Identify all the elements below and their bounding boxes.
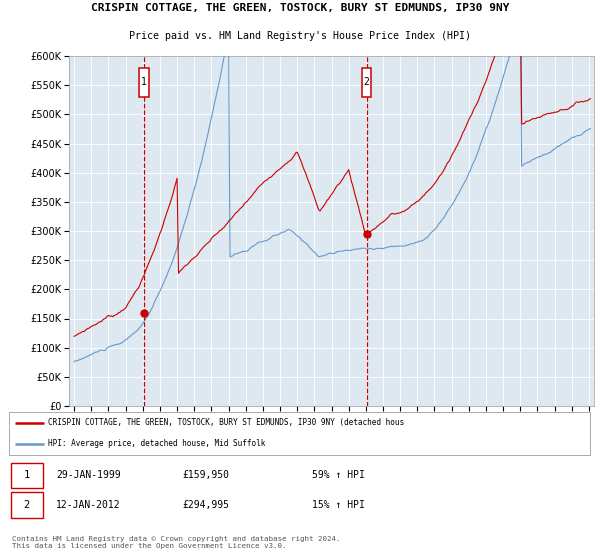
- Text: 2: 2: [364, 77, 370, 87]
- Text: 29-JAN-1999: 29-JAN-1999: [56, 470, 121, 480]
- FancyBboxPatch shape: [362, 68, 371, 97]
- Text: 59% ↑ HPI: 59% ↑ HPI: [312, 470, 365, 480]
- Text: 1: 1: [24, 470, 30, 480]
- Text: Contains HM Land Registry data © Crown copyright and database right 2024.
This d: Contains HM Land Registry data © Crown c…: [12, 535, 340, 549]
- Text: Price paid vs. HM Land Registry's House Price Index (HPI): Price paid vs. HM Land Registry's House …: [129, 31, 471, 41]
- Text: HPI: Average price, detached house, Mid Suffolk: HPI: Average price, detached house, Mid …: [49, 439, 266, 448]
- Text: £294,995: £294,995: [182, 500, 229, 510]
- Text: CRISPIN COTTAGE, THE GREEN, TOSTOCK, BURY ST EDMUNDS, IP30 9NY: CRISPIN COTTAGE, THE GREEN, TOSTOCK, BUR…: [91, 3, 509, 13]
- FancyBboxPatch shape: [11, 463, 43, 488]
- Text: 1: 1: [141, 77, 147, 87]
- Text: £159,950: £159,950: [182, 470, 229, 480]
- Text: 12-JAN-2012: 12-JAN-2012: [56, 500, 121, 510]
- FancyBboxPatch shape: [11, 492, 43, 517]
- Text: CRISPIN COTTAGE, THE GREEN, TOSTOCK, BURY ST EDMUNDS, IP30 9NY (detached hous: CRISPIN COTTAGE, THE GREEN, TOSTOCK, BUR…: [49, 418, 404, 427]
- Text: 2: 2: [24, 500, 30, 510]
- FancyBboxPatch shape: [139, 68, 149, 97]
- FancyBboxPatch shape: [9, 412, 590, 455]
- Text: 15% ↑ HPI: 15% ↑ HPI: [312, 500, 365, 510]
